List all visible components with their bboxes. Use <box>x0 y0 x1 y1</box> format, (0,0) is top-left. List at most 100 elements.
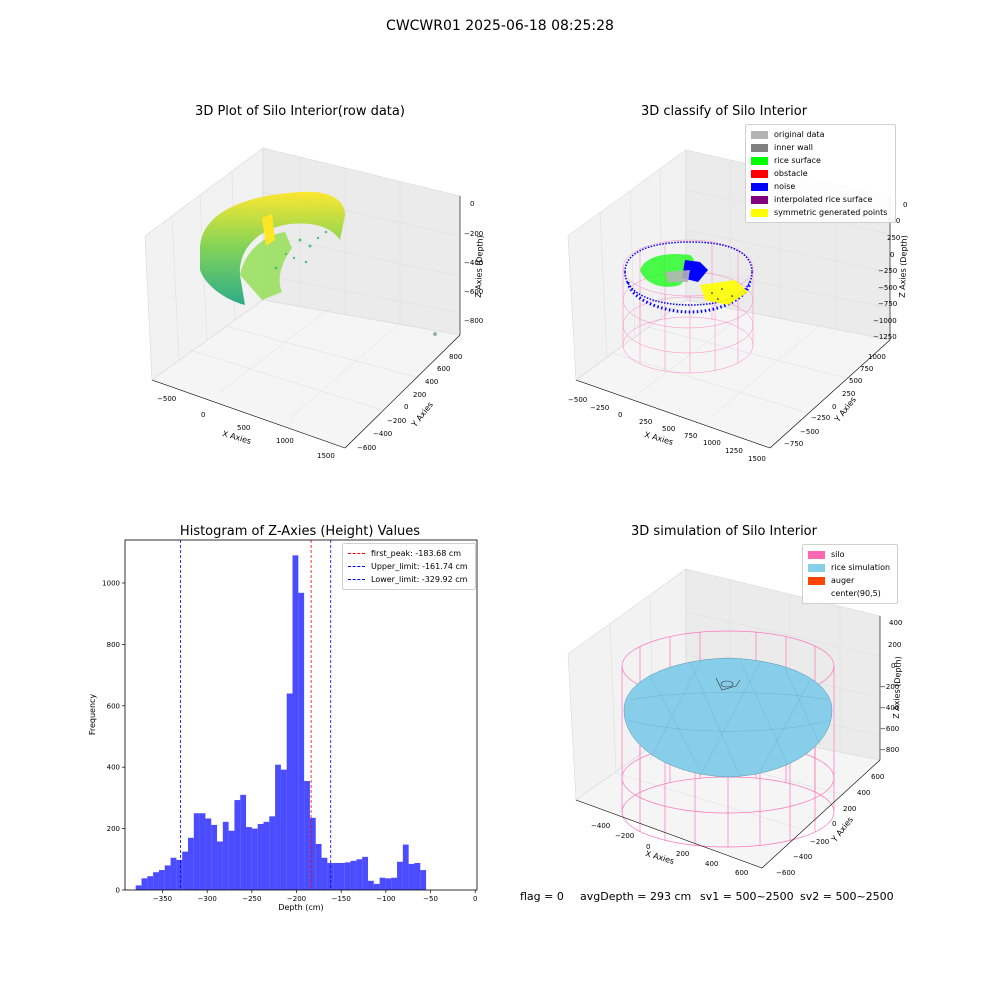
raw-ztick: −800 <box>464 317 484 325</box>
histogram-xlabel: Depth (cm) <box>278 903 324 912</box>
figure-title: CWCWR01 2025-06-18 08:25:28 <box>386 18 614 34</box>
legend-label: center(90,5) <box>831 589 881 598</box>
histogram-bar <box>141 878 148 890</box>
histogram-bar <box>164 865 171 890</box>
classify-ytick: 250 <box>842 390 856 398</box>
classify-ztick: −250 <box>878 267 898 275</box>
legend-swatch <box>808 563 825 572</box>
histogram-bar <box>385 878 392 890</box>
classify-xtick: 0 <box>618 411 623 419</box>
histogram-bar <box>344 862 351 890</box>
legend-line <box>348 553 365 554</box>
histogram-ylabel: Frequency <box>88 693 98 736</box>
simulation-ztick: 200 <box>888 641 902 649</box>
histogram-xticks: −350 −300 −250 −200 −150 −100 −50 0 <box>153 890 477 903</box>
legend-item: original data <box>751 128 890 141</box>
classify-xtick: 500 <box>662 425 676 433</box>
legend-label: interpolated rice surface <box>774 195 873 204</box>
histogram-xtick-label: 0 <box>473 895 477 903</box>
raw-ytick: −600 <box>357 444 377 452</box>
classify-xtick: 1000 <box>703 439 721 447</box>
histogram-bar <box>286 693 293 890</box>
raw-ytick: −400 <box>373 430 393 438</box>
simulation-ytick: 200 <box>843 805 857 813</box>
histogram-bar <box>153 872 159 890</box>
classify-ytick: 1000 <box>868 353 886 361</box>
simulation-ytick: −200 <box>810 838 830 846</box>
legend-line <box>348 566 365 567</box>
histogram-bar <box>298 592 305 890</box>
legend-item: inner wall <box>751 141 890 154</box>
raw-xtick: 500 <box>237 424 251 432</box>
histogram-ytick-label: 800 <box>107 641 120 649</box>
histogram-frame <box>124 539 478 891</box>
simulation-xtick: −200 <box>615 832 635 840</box>
footer-avg-depth: avgDepth = 293 cm <box>580 890 692 903</box>
histogram-ytick-label: 400 <box>107 764 120 772</box>
simulation-legend: silo rice simulation auger center(90,5) <box>802 544 898 604</box>
classify-xtick: −500 <box>568 396 588 404</box>
histogram-yticks: 0 200 400 600 800 1000 <box>102 579 125 895</box>
legend-line <box>348 579 365 580</box>
histogram-bar <box>292 555 299 890</box>
legend-item: rice surface <box>751 154 890 167</box>
classify-ztick: −500 <box>878 284 898 292</box>
legend-swatch <box>751 182 768 191</box>
histogram-xtick-label: −100 <box>376 895 395 903</box>
classify-ztick: −750 <box>878 300 898 308</box>
classify-ytick: 0 <box>832 403 837 411</box>
legend-label: symmetric generated points <box>774 208 888 217</box>
histogram-xtick-label: −50 <box>423 895 438 903</box>
legend-label: obstacle <box>774 169 808 178</box>
histogram-bar <box>182 851 188 890</box>
raw-ytick: 200 <box>413 391 427 399</box>
histogram-bar <box>275 764 281 890</box>
histogram-bar <box>373 883 380 890</box>
histogram-title: Histogram of Z-Axies (Height) Values <box>179 524 421 539</box>
legend-item: noise <box>751 180 890 193</box>
legend-item: center(90,5) <box>808 587 892 600</box>
legend-swatch <box>751 169 768 178</box>
raw-xtick: 1500 <box>317 452 335 460</box>
histogram-bar <box>263 821 270 890</box>
classify-xtick: 1250 <box>725 447 743 455</box>
legend-item: first_peak: -183.68 cm <box>348 547 470 560</box>
histogram-legend: first_peak: -183.68 cm Upper_limit: -161… <box>342 543 476 590</box>
classify-ztick: 250 <box>887 234 901 242</box>
histogram-bar <box>309 817 316 890</box>
simulation-xtick: −400 <box>591 822 611 830</box>
legend-label: Upper_limit: -161.74 cm <box>371 562 468 571</box>
histogram-bar <box>350 860 357 890</box>
legend-swatch <box>751 195 768 204</box>
histogram-bar <box>269 816 276 890</box>
legend-swatch <box>751 143 768 152</box>
histogram-bar <box>251 828 258 890</box>
histogram-xtick-label: −350 <box>153 895 172 903</box>
raw-ztick: −600 <box>464 288 484 296</box>
histogram-reference-lines <box>180 540 332 890</box>
histogram-bar <box>338 862 345 890</box>
legend-item: Lower_limit: -329.92 cm <box>348 573 470 586</box>
classify-xtick: −250 <box>590 404 610 412</box>
simulation-ytick: 600 <box>871 773 885 781</box>
simulation-xtick: 600 <box>735 869 749 877</box>
histogram-bar <box>397 861 403 890</box>
simulation-ytick: −600 <box>776 869 796 877</box>
legend-label: silo <box>831 550 845 559</box>
histogram-bar <box>193 813 200 890</box>
histogram-bar <box>246 827 252 890</box>
histogram-bar <box>234 800 241 890</box>
raw-ytick: 800 <box>449 353 463 361</box>
histogram-bar <box>147 876 154 890</box>
legend-swatch <box>751 156 768 165</box>
legend-item: rice simulation <box>808 561 892 574</box>
histogram-bar <box>135 885 142 890</box>
classify-ztick: 0 <box>890 251 895 259</box>
histogram-bar <box>205 818 212 890</box>
classify-xtick: 1500 <box>748 455 766 463</box>
histogram-bar <box>170 857 177 890</box>
simulation-ytick: 0 <box>832 820 837 828</box>
legend-item: symmetric generated points <box>751 206 890 219</box>
simulation-ztick: 0 <box>891 662 896 670</box>
histogram-bar <box>362 856 369 890</box>
